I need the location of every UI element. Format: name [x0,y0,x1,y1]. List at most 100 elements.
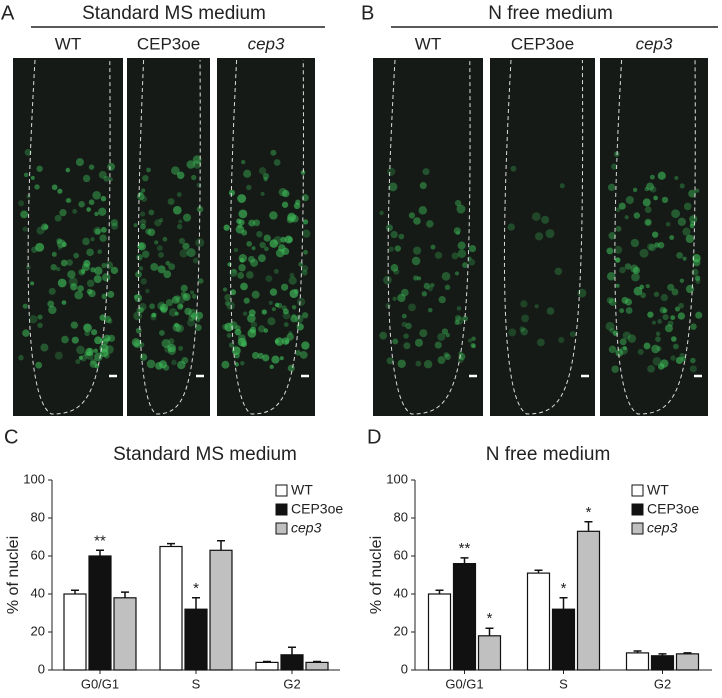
bar [209,549,233,671]
legend-label: WT [647,482,669,498]
y-tick-label: 20 [394,623,408,638]
nucleus [611,163,618,170]
nucleus [650,186,657,193]
nucleus [93,348,98,354]
nucleus [175,324,184,333]
fluorescence [131,155,205,371]
nucleus [256,230,263,238]
nucleus [165,260,171,266]
nucleus [282,189,290,198]
error-bar [633,650,642,653]
nucleus [57,245,62,250]
fluorescence [507,165,587,347]
nucleus [237,337,247,347]
nucleus [408,303,416,312]
bar [280,654,304,671]
nucleus [615,257,621,263]
nucleus [614,257,620,263]
legend-label: CEP3oe [291,501,343,517]
nucleus [554,267,563,276]
nucleus [287,364,295,372]
nucleus [102,273,111,282]
bar [452,562,477,671]
nucleus [394,245,402,252]
nucleus [86,207,91,212]
nucleus [454,271,460,276]
nucleus [648,243,657,252]
nucleus [682,227,691,236]
column-label: CEP3oe [511,34,574,53]
nucleus [273,159,281,166]
nucleus [269,211,278,220]
legend-label: WT [291,482,313,498]
nucleus [667,283,675,291]
nucleus [653,195,658,201]
nucleus [178,345,184,351]
nucleus [644,206,652,214]
y-tick-label: 0 [38,661,45,676]
nucleus [77,285,84,292]
error-bar [167,542,175,547]
nucleus [622,331,631,340]
nucleus [647,364,655,373]
nucleus [624,298,633,306]
nucleus [186,160,196,169]
nucleus [105,345,114,354]
nucleus [282,311,291,320]
nucleus [224,293,232,301]
nucleus [675,356,683,365]
nucleus [227,262,232,267]
bar [551,608,576,671]
nucleus [301,312,309,319]
nucleus [182,293,191,302]
nucleus [417,276,422,281]
nucleus [419,182,427,190]
bar [576,530,601,671]
nucleus [146,167,151,173]
nucleus [240,361,245,366]
nucleus [536,338,545,347]
nucleus [85,351,94,360]
nucleus [61,241,67,248]
nucleus [632,187,638,193]
nucleus [418,206,428,215]
nucleus [101,262,107,269]
nucleus [437,356,446,364]
nucleus [401,321,407,328]
nucleus [94,266,103,276]
nucleus [228,189,235,196]
nucleus [30,281,35,286]
nucleus [246,313,256,323]
error-bar [460,557,469,564]
x-tick-label: G0/G1 [445,676,483,691]
nucleus [280,236,287,243]
nucleus [178,219,183,224]
nucleus [287,212,297,222]
nucleus [301,265,309,272]
nucleus [608,232,616,240]
nucleus [403,342,411,350]
nucleus [154,219,162,227]
nucleus [531,212,541,221]
nucleus [651,344,660,354]
error-bar [217,540,225,551]
nucleus [22,329,30,337]
nucleus [176,171,185,180]
nucleus [23,172,29,178]
nucleus [88,289,96,298]
nucleus [59,208,67,217]
nucleus [302,219,309,225]
x-tick-label: G2 [654,676,671,691]
nucleus [408,212,416,219]
nucleus [192,257,199,264]
nucleus [34,184,40,190]
nucleus [176,223,183,230]
nucleus [35,242,45,252]
panel-title: Standard MS medium [82,3,266,24]
nucleus [291,214,299,223]
nucleus [614,245,623,254]
nucleus [134,294,143,302]
nucleus [48,287,56,295]
nucleus [434,341,442,349]
nucleus [84,330,90,337]
